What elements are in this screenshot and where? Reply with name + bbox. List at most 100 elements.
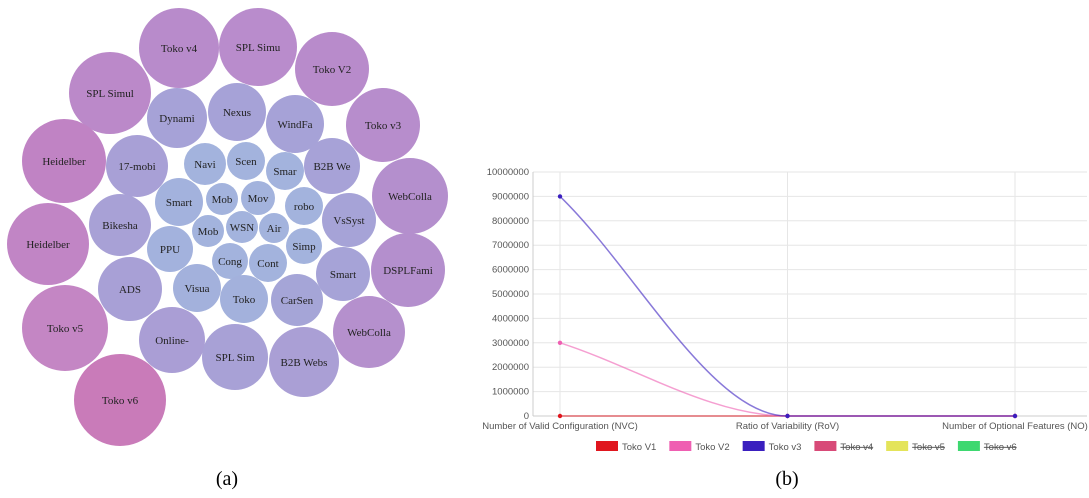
bubble-label: Simp: [292, 241, 316, 253]
bubble: [304, 138, 360, 194]
bubble: [226, 211, 258, 243]
y-tick-label: 3000000: [492, 338, 529, 349]
bubble: [74, 354, 166, 446]
legend-label[interactable]: Toko V1: [622, 442, 656, 453]
y-tick-label: 4000000: [492, 313, 529, 324]
bubble: [269, 327, 339, 397]
bubble-label: Cont: [257, 258, 278, 270]
y-tick-label: 1000000: [492, 387, 529, 398]
y-tick-label: 8000000: [492, 216, 529, 227]
legend-swatch[interactable]: [596, 441, 618, 451]
bubble: [69, 52, 151, 134]
bubble-label: Smart: [166, 197, 192, 209]
bubble: [346, 88, 420, 162]
bubble-label: Toko v5: [47, 323, 84, 335]
bubble: [7, 203, 89, 285]
bubble: [155, 178, 203, 226]
y-tick-label: 2000000: [492, 362, 529, 373]
y-tick-label: 5000000: [492, 289, 529, 300]
y-tick-label: 9000000: [492, 191, 529, 202]
bubble: [266, 152, 304, 190]
bubble-label: WSN: [230, 222, 255, 234]
bubble-label: Toko v6: [102, 395, 139, 407]
bubble-label: SPL Simul: [86, 88, 134, 100]
bubble: [139, 8, 219, 88]
bubble: [286, 228, 322, 264]
legend-label[interactable]: Toko V2: [695, 442, 729, 453]
bubble-label: Heidelber: [42, 156, 86, 168]
bubble-label: CarSen: [281, 295, 314, 307]
legend-label[interactable]: Toko v6: [984, 442, 1017, 453]
bubble: [192, 215, 224, 247]
legend-label[interactable]: Toko v3: [769, 442, 802, 453]
legend-label[interactable]: Toko v5: [912, 442, 945, 453]
point: [785, 413, 790, 419]
bubble: [208, 83, 266, 141]
bubble: [285, 187, 323, 225]
bubble-label: Online-: [155, 335, 189, 347]
bubble-label: Bikesha: [102, 220, 138, 232]
bubble-label: B2B Webs: [281, 357, 328, 369]
bubble: [295, 32, 369, 106]
bubble: [89, 194, 151, 256]
bubble-label: PPU: [160, 244, 180, 256]
bubble: [184, 143, 226, 185]
bubble-label: Mob: [198, 226, 219, 238]
bubble: [266, 95, 324, 153]
bubble-label: Toko: [233, 294, 256, 306]
bubble-label: Heidelber: [26, 239, 70, 251]
bubble: [139, 307, 205, 373]
y-tick-label: 10000000: [487, 167, 529, 178]
bubble: [333, 296, 405, 368]
bubble-label: VsSyst: [333, 215, 364, 227]
bubble: [147, 226, 193, 272]
caption: (a): [216, 468, 238, 490]
bubble-label: SPL Sim: [215, 352, 254, 364]
bubble-label: Smart: [330, 269, 356, 281]
bubble-label: Cong: [218, 256, 242, 268]
legend-swatch[interactable]: [669, 441, 692, 451]
bubble: [271, 274, 323, 326]
bubble-label: 17-mobi: [118, 161, 155, 173]
bubble-label: Scen: [235, 156, 257, 168]
bubble: [249, 244, 287, 282]
point: [557, 194, 563, 199]
y-tick-label: 6000000: [492, 265, 529, 276]
bubble: [316, 247, 370, 301]
bubble-label: Smar: [273, 166, 297, 178]
x-tick-label: Number of Valid Configuration (NVC): [482, 421, 638, 432]
y-tick-label: 7000000: [492, 240, 529, 251]
bubble: [106, 135, 168, 197]
bubble-label: WebColla: [388, 191, 432, 203]
bubble-label: B2B We: [313, 161, 350, 173]
bubble: [212, 243, 248, 279]
bubble: [259, 213, 289, 243]
bubble-label: Air: [267, 223, 282, 235]
bubble: [322, 193, 376, 247]
bubble-chart: Toko v4 SPL Simu Toko V2 SPL Simul Toko v3 He…: [7, 8, 448, 446]
legend-swatch[interactable]: [957, 441, 980, 451]
x-tick-label: Ratio of Variability (RoV): [736, 421, 839, 432]
legend-swatch[interactable]: [886, 441, 909, 451]
bubble-label: WindFa: [278, 119, 313, 131]
bubble: [206, 183, 238, 215]
bubble: [220, 275, 268, 323]
bubble-label: Nexus: [223, 107, 251, 119]
bubble-label: Toko V2: [313, 64, 351, 76]
line-chart: 0 1000000 2000000 3000000 4000000 5000000 6000…: [482, 167, 1088, 453]
y-tick-label: 0: [524, 411, 529, 422]
legend-label[interactable]: Toko v4: [840, 442, 873, 453]
point: [557, 340, 563, 345]
bubble-label: Dynami: [159, 113, 194, 125]
bubble: [371, 233, 445, 307]
point: [557, 413, 563, 419]
legend-swatch[interactable]: [742, 441, 765, 451]
bubble: [173, 264, 221, 312]
bubble-label: Toko v3: [365, 120, 402, 132]
bubble: [202, 324, 268, 390]
legend-swatch[interactable]: [814, 441, 837, 451]
bubble-label: Mob: [212, 194, 233, 206]
bubble: [98, 257, 162, 321]
